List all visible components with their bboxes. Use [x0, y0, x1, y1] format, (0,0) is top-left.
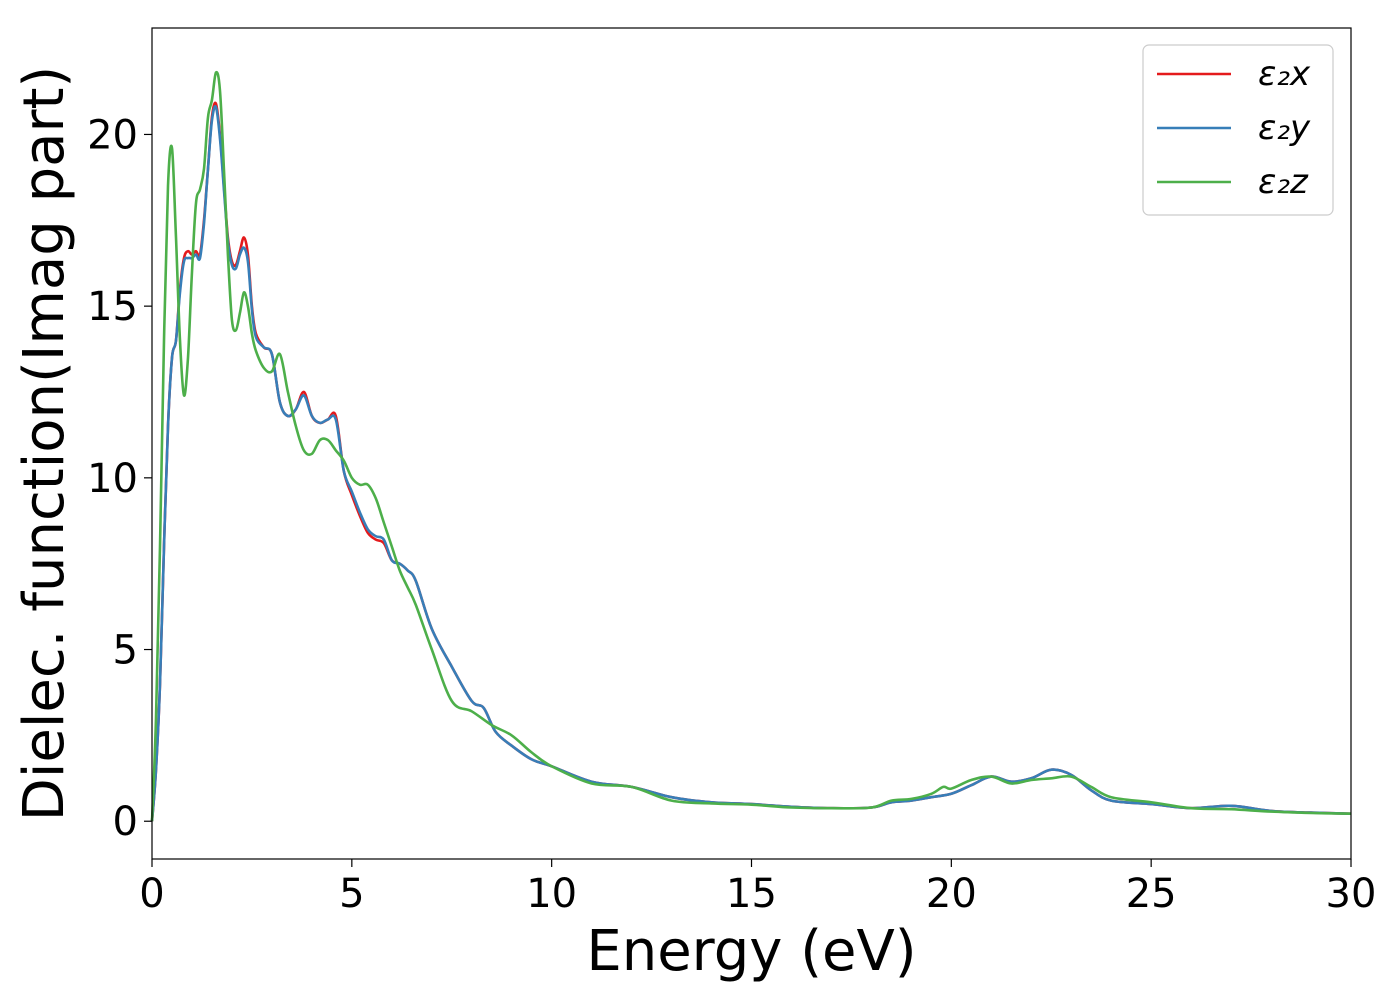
series-layer — [150, 70, 1352, 822]
x-tick-label: 10 — [526, 871, 577, 917]
x-tick-label: 0 — [139, 871, 164, 917]
legend-box — [1142, 44, 1334, 216]
x-axis-label: Energy (eV) — [586, 919, 916, 984]
x-tick-label: 25 — [1126, 871, 1177, 917]
x-tick-label: 15 — [726, 871, 777, 917]
x-axis-ticks: 0 5 10 15 20 25 30 — [139, 859, 1376, 917]
y-axis-ticks: 0 5 10 15 20 — [87, 112, 152, 845]
y-tick-label: 10 — [87, 456, 138, 502]
y-axis-label: Dielec. function(Imag part) — [12, 66, 77, 822]
legend-label-1: ε₂y — [1258, 108, 1311, 148]
legend: ε₂x ε₂y ε₂z — [1142, 44, 1334, 216]
legend-label-2: ε₂z — [1258, 162, 1309, 202]
series-line-2 — [150, 70, 1352, 822]
x-tick-label: 30 — [1326, 871, 1377, 917]
legend-label-0: ε₂x — [1258, 54, 1311, 94]
x-tick-label: 20 — [926, 871, 977, 917]
y-tick-label: 20 — [87, 112, 138, 158]
y-tick-label: 15 — [87, 284, 138, 330]
series-line-1 — [150, 105, 1352, 822]
y-tick-label: 0 — [113, 799, 138, 845]
x-tick-label: 5 — [339, 871, 364, 917]
y-tick-label: 5 — [113, 628, 138, 674]
